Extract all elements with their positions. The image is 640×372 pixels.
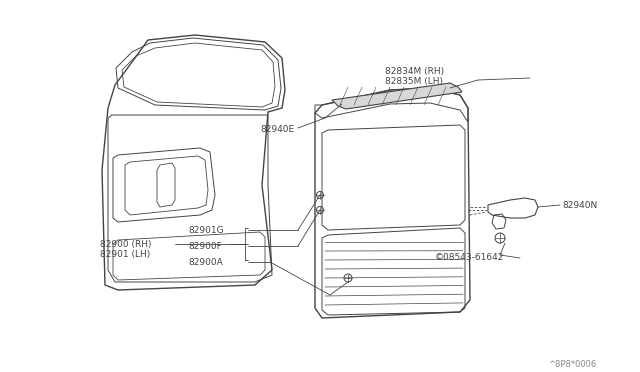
Text: 82900F: 82900F bbox=[188, 242, 221, 251]
Text: 82900A: 82900A bbox=[188, 258, 223, 267]
Text: 82940E: 82940E bbox=[260, 125, 294, 134]
Text: 82901 (LH): 82901 (LH) bbox=[100, 250, 150, 259]
Text: 82940N: 82940N bbox=[562, 201, 597, 210]
Text: ^8P8*0006: ^8P8*0006 bbox=[548, 360, 596, 369]
Text: 82900 (RH): 82900 (RH) bbox=[100, 240, 152, 249]
Text: 82834M (RH): 82834M (RH) bbox=[385, 67, 444, 76]
Polygon shape bbox=[332, 83, 462, 109]
Text: ©08543-61642: ©08543-61642 bbox=[435, 253, 504, 262]
Text: 82835M (LH): 82835M (LH) bbox=[385, 77, 443, 86]
Text: 82901G: 82901G bbox=[188, 226, 223, 235]
